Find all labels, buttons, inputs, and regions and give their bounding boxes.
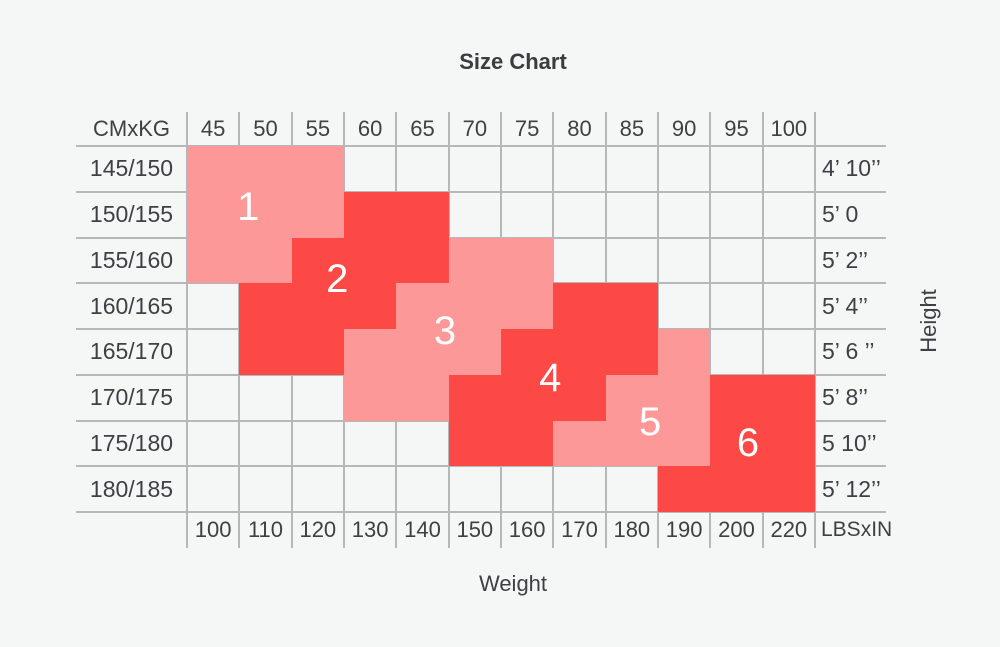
cm-tick: 175/180 [89,429,174,456]
size-region-2 [343,191,449,238]
size-number-1: 1 [237,184,260,229]
lbs-tick: 130 [351,517,389,542]
inch-tick: 5’ 12’’ [822,475,881,502]
size-region-1 [187,146,344,192]
size-region-1 [187,237,292,284]
size-number-5: 5 [639,399,662,444]
lbs-tick: 200 [718,517,755,542]
cm-tick: 145/150 [89,155,174,182]
size-number-3: 3 [433,308,457,353]
size-region-4 [500,329,658,375]
size-region-3 [343,374,449,421]
lbs-tick: 140 [404,517,441,542]
lbs-tick: 170 [561,517,598,542]
size-region-2 [291,237,449,284]
inch-tick: 5’ 0 [822,201,859,228]
kg-tick: 70 [462,116,488,141]
inch-tick: 5 10’’ [822,429,877,456]
size-region-6 [657,466,815,512]
kg-tick: 100 [770,116,808,141]
size-region-2 [239,283,397,329]
grid-line-horizontal [76,145,886,147]
cm-tick: 150/155 [89,201,174,228]
lbs-tick: 150 [456,517,494,542]
y-axis-label: Height [916,289,941,353]
kg-tick: 55 [305,116,331,141]
size-region-6 [710,374,815,421]
grid-line-vertical [186,112,188,548]
inch-tick: 4’ 10’’ [822,155,881,182]
kg-tick: 80 [567,116,592,141]
cm-tick: 170/175 [89,384,174,411]
inch-tick: 5’ 6 ’’ [822,338,875,365]
size-region-3 [396,283,554,329]
size-number-2: 2 [326,257,349,302]
size-region-4 [448,420,554,467]
size-region-3 [343,329,501,375]
size-region-5 [605,374,711,421]
size-number-4: 4 [539,355,562,400]
size-region-4 [448,374,606,421]
size-number-6: 6 [736,420,760,465]
size-region-2 [239,329,344,375]
lbs-tick: 100 [194,517,232,542]
cm-tick: 155/160 [89,246,174,273]
lbs-tick: 160 [508,517,546,542]
size-region-5 [657,329,711,375]
grid-line-horizontal [76,190,886,193]
kg-tick: 90 [671,116,697,141]
lbs-tick: 180 [613,517,651,542]
inch-tick: 5’ 8’’ [822,384,869,411]
top-left-unit-label: CMxKG [93,116,170,141]
kg-tick: 85 [619,116,645,141]
size-region-6 [710,420,815,467]
cm-tick: 165/170 [89,338,174,365]
grid-line-vertical [813,112,816,548]
cm-tick: 160/165 [89,292,174,319]
kg-tick: 95 [724,116,749,141]
size-region-4 [553,283,658,329]
lbs-tick: 220 [770,517,808,542]
inch-tick: 5’ 2’’ [822,246,869,273]
cm-tick: 180/185 [89,475,174,502]
grid-line-vertical [761,112,764,548]
lbs-tick: 120 [299,517,337,542]
lbs-tick: 110 [247,517,284,542]
x-axis-label: Weight [478,571,548,596]
size-region-1 [187,191,344,238]
bottom-right-unit-label: LBSxIN [821,518,893,541]
kg-tick: 60 [357,116,383,141]
lbs-tick: 190 [665,517,703,542]
grid-line-horizontal [76,465,886,468]
kg-tick: 65 [410,116,435,141]
kg-tick: 50 [253,116,278,141]
grid-line-vertical [709,112,712,548]
kg-tick: 45 [200,116,226,141]
inch-tick: 5’ 4’’ [822,292,869,319]
chart-title: Size Chart [459,49,567,74]
kg-tick: 75 [514,116,540,141]
size-region-3 [448,237,554,284]
size-region-5 [553,420,711,467]
grid-line-horizontal [76,511,886,513]
